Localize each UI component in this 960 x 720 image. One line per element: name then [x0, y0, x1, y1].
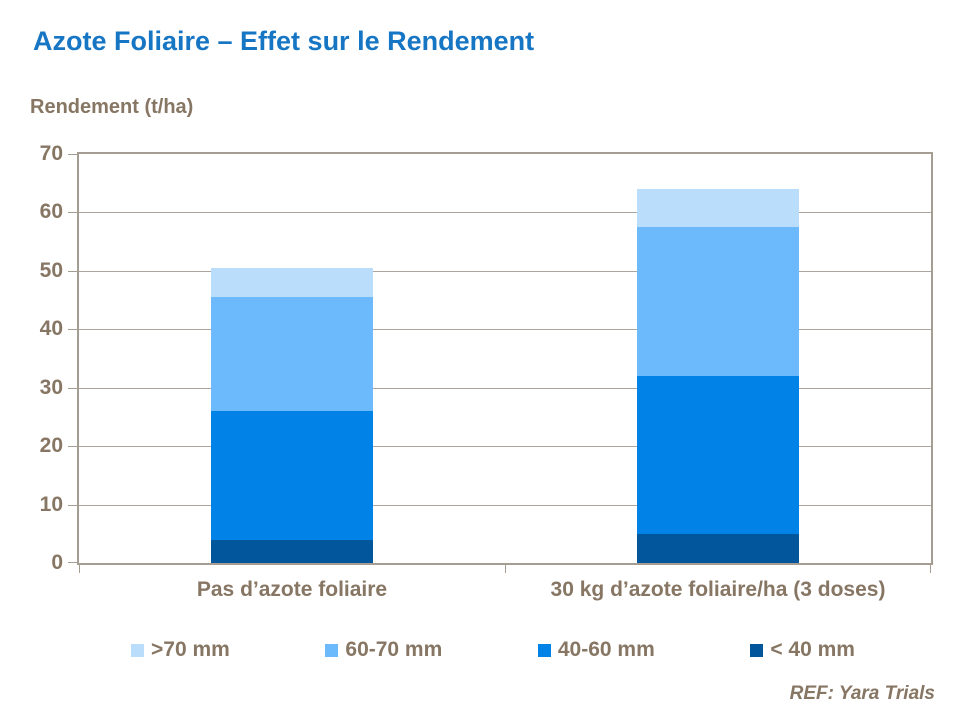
legend-item-1: >70 mm	[131, 638, 230, 662]
y-axis-tick-30	[68, 387, 77, 389]
slide-title: Azote Foliaire – Effet sur le Rendement	[33, 26, 535, 56]
x-axis-tick-1	[505, 565, 506, 573]
legend-swatch-4	[750, 643, 764, 657]
category-label-1: Pas d’azote foliaire	[196, 578, 388, 601]
legend-swatch-1	[131, 643, 144, 657]
legend-swatch-2	[325, 643, 339, 657]
legend-label-2: 60-70 mm	[345, 638, 443, 661]
gridline-50	[79, 270, 931, 272]
bar-1-segment-4060mm	[211, 411, 373, 540]
chart-legend: >70 mm 60-70 mm 40-60 mm < 40 mm	[131, 638, 855, 662]
y-axis-tick-label-0: 0	[51, 551, 63, 575]
y-axis-tick-10	[68, 504, 77, 506]
gridline-10	[79, 504, 931, 506]
legend-label-4: < 40 mm	[770, 638, 855, 661]
y-axis-tick-label-70: 70	[39, 142, 63, 166]
stacked-bar-2	[637, 189, 799, 563]
category-label-2: 30 kg d’azote foliaire/ha (3 doses)	[550, 578, 886, 601]
legend-item-4: < 40 mm	[750, 638, 855, 662]
y-axis-tick-label-20: 20	[39, 434, 63, 458]
stacked-bar-1	[211, 267, 373, 563]
bar-1-segment-70mm	[211, 267, 373, 298]
y-axis-tick-0	[68, 562, 77, 563]
legend-label-1: >70 mm	[151, 638, 230, 661]
legend-label-3: 40-60 mm	[557, 638, 655, 661]
y-axis-tick-label-10: 10	[39, 492, 63, 516]
x-axis-tick-2	[930, 565, 931, 573]
reference-note: REF: Yara Trials	[789, 683, 935, 704]
bar-2-segment-6070mm	[637, 227, 799, 377]
gridline-30	[79, 387, 931, 389]
bar-2-segment-40mm	[637, 533, 799, 563]
legend-item-2: 60-70 mm	[325, 638, 442, 662]
bar-2-segment-70mm	[637, 189, 799, 228]
plot-area: Pas d’azote foliaire 30 kg d’azote folia…	[40, 143, 933, 601]
gridline-20	[79, 446, 931, 448]
bar-1-segment-40mm	[211, 539, 373, 563]
bar-2-segment-4060mm	[637, 376, 799, 534]
y-axis-tick-60	[68, 212, 77, 214]
y-axis-tick-label-30: 30	[39, 375, 63, 399]
x-axis-tick-0	[79, 565, 80, 573]
y-axis-tick-40	[68, 329, 77, 331]
y-axis-tick-label-40: 40	[39, 317, 63, 341]
y-axis-tick-label-50: 50	[39, 258, 63, 282]
legend-swatch-3	[537, 643, 551, 657]
bar-1-segment-6070mm	[211, 297, 373, 412]
legend-item-3: 40-60 mm	[537, 638, 655, 662]
y-axis-tick-70	[68, 154, 77, 155]
y-axis-tick-50	[68, 270, 77, 272]
y-axis-title: Rendement (t/ha)	[30, 96, 194, 118]
y-axis-tick-label-60: 60	[39, 200, 63, 224]
gridline-40	[79, 329, 931, 331]
y-axis-tick-20	[68, 446, 77, 448]
gridline-60	[79, 212, 931, 214]
